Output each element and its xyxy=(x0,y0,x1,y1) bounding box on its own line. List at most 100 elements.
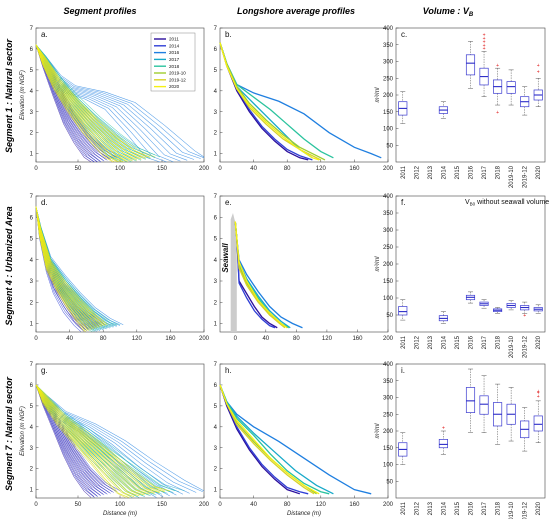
xtick-label-c: 2016 xyxy=(469,165,475,179)
xtick-label-i: 2012 xyxy=(414,501,420,515)
ytick-label-e: 3 xyxy=(214,279,218,285)
ytick-label-h: 1 xyxy=(214,488,218,494)
column-title-right-main: Volume : V xyxy=(423,6,470,16)
profile-line-a-2020 xyxy=(35,44,118,163)
panel-b: b. 1 2 3 4 5 6 7 0 40 80 120 160 200 xyxy=(214,26,394,172)
xtick-label-g: 200 xyxy=(199,502,210,508)
box-c-2016 xyxy=(465,54,476,76)
axes-frame-f xyxy=(395,195,546,333)
panel-label-h: h. xyxy=(225,366,232,375)
profile-line-a-2020 xyxy=(35,44,127,162)
legend-label-2019-10: 2019-10 xyxy=(169,71,186,76)
xtick-label-h: 40 xyxy=(250,502,257,508)
profile-line-a-2011 xyxy=(35,44,92,163)
xtick-label-i: 2020 xyxy=(536,501,542,515)
ytick-label-e: 7 xyxy=(214,194,218,200)
ytick-label-f: 400 xyxy=(383,194,394,200)
profile-line-g-2020 xyxy=(35,384,155,494)
ytick-label-c: 300 xyxy=(383,60,394,66)
panel-label-e: e. xyxy=(225,198,232,207)
y-axis-label-a: Elevation (m NGF) xyxy=(20,70,26,120)
ytick-label-g: 3 xyxy=(30,446,34,452)
panel-label-d: d. xyxy=(41,198,48,207)
volume-f-note-main: V xyxy=(465,199,470,206)
ytick-label-h: 6 xyxy=(214,383,218,389)
ytick-label-a: 2 xyxy=(30,131,34,137)
ytick-label-i: 100 xyxy=(383,463,394,469)
average-profile-h-2011 xyxy=(219,384,301,495)
column-title-right-sub: B xyxy=(469,12,474,18)
profile-line-d-2020 xyxy=(35,206,89,331)
box-outlier-c: + xyxy=(496,63,499,69)
ytick-label-c: 50 xyxy=(386,143,393,149)
box-outlier-c: + xyxy=(483,43,486,49)
xtick-label-c: 2017 xyxy=(482,165,488,179)
xtick-label-i: 2011 xyxy=(401,501,407,515)
legend-label-2019-12: 2019-12 xyxy=(169,77,186,82)
ytick-label-d: 7 xyxy=(30,194,34,200)
ytick-label-a: 3 xyxy=(30,110,34,116)
column-title-left: Segment profiles xyxy=(63,6,136,16)
xtick-label-i: 2019-12 xyxy=(523,501,529,519)
profile-line-a-2018 xyxy=(35,44,151,159)
ytick-label-g: 6 xyxy=(30,383,34,389)
xtick-label-c: 2019-12 xyxy=(523,165,529,188)
profile-line-a-2018 xyxy=(35,44,156,159)
xtick-label-f: 2012 xyxy=(414,335,420,349)
xtick-label-g: 50 xyxy=(75,502,82,508)
profile-line-d-2020 xyxy=(35,206,105,326)
xtick-label-c: 2011 xyxy=(401,165,407,179)
xtick-label-f: 2014 xyxy=(441,335,447,349)
panel-d: d. 1 2 3 4 5 6 7 0 40 80 120 160 200 xyxy=(30,194,210,342)
box-outlier-f: + xyxy=(523,313,526,319)
ytick-label-d: 6 xyxy=(30,215,34,221)
panel-h: h. 1 2 3 4 5 6 7 0 40 80 120 160 200 Distance (m) xyxy=(214,362,394,517)
ytick-label-h: 7 xyxy=(214,362,218,368)
ytick-label-b: 4 xyxy=(214,89,218,95)
x-axis-label-h: Distance (m) xyxy=(287,511,321,517)
axes-frame-b xyxy=(219,27,389,163)
profile-line-a-2020 xyxy=(35,44,131,161)
ytick-label-c: 100 xyxy=(383,127,394,133)
box-i-2017 xyxy=(479,395,489,415)
ytick-label-a: 1 xyxy=(30,152,34,158)
xtick-label-h: 80 xyxy=(284,502,291,508)
profile-line-a-2020 xyxy=(35,44,114,163)
xtick-label-h: 0 xyxy=(218,502,222,508)
xtick-label-h: 120 xyxy=(316,502,327,508)
average-profile-b-2019-12 xyxy=(219,42,322,161)
profile-line-d-2020 xyxy=(35,206,103,327)
ytick-label-h: 2 xyxy=(214,467,218,473)
box-outlier-c: + xyxy=(483,33,486,39)
profile-line-a-2020 xyxy=(35,44,143,159)
xtick-label-f: 2017 xyxy=(482,335,488,349)
xtick-label-f: 2015 xyxy=(455,335,461,349)
ytick-label-b: 7 xyxy=(214,26,218,32)
box-outlier-c: + xyxy=(537,63,540,69)
xtick-label-a: 200 xyxy=(199,166,210,172)
profile-line-d-2020 xyxy=(35,206,86,332)
ytick-label-f: 50 xyxy=(386,313,393,319)
seawall-label: Seawall xyxy=(221,243,230,273)
xtick-label-e: 120 xyxy=(322,336,333,342)
xtick-label-c: 2012 xyxy=(414,165,420,179)
row-title-top: Segment 1 : Natural sector xyxy=(4,38,14,153)
ytick-label-d: 2 xyxy=(30,300,34,306)
profile-line-a-2020 xyxy=(35,44,122,163)
profile-line-d-2018 xyxy=(35,206,118,326)
profile-line-a-2020 xyxy=(35,44,135,160)
box-c-2019-10 xyxy=(506,81,516,94)
ytick-label-e: 1 xyxy=(214,322,218,328)
profile-line-a-2019-10 xyxy=(35,44,137,161)
y-axis-label-i: m³/ml xyxy=(375,423,381,439)
ytick-label-c: 400 xyxy=(383,26,394,32)
average-profile-b-2020 xyxy=(219,42,320,161)
ytick-label-e: 2 xyxy=(214,300,218,306)
profile-line-g-2016 xyxy=(35,384,205,492)
panel-label-g: g. xyxy=(41,366,48,375)
box-outlier-i: + xyxy=(442,426,445,432)
xtick-label-f: 2016 xyxy=(469,335,475,349)
xtick-label-i: 2015 xyxy=(455,501,461,515)
box-outlier-c: + xyxy=(496,110,499,116)
